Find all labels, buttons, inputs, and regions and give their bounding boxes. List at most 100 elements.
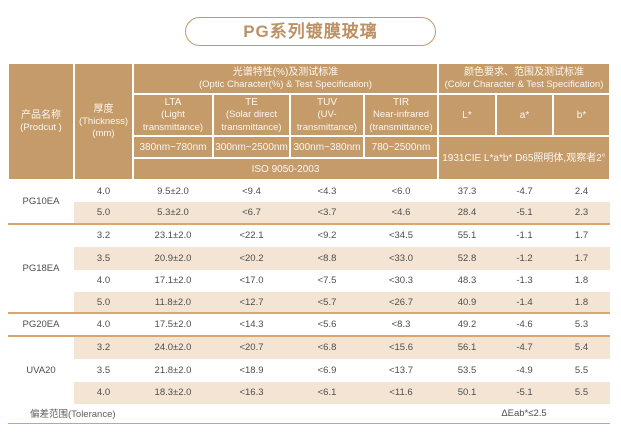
cell-tuv: <9.2 <box>290 224 364 248</box>
product-name-pg18ea: PG18EA <box>8 224 74 315</box>
group-header-optic: 光谱特性(%)及测试标准 (Optic Character(%) & Test … <box>133 63 438 94</box>
cell-bstar: 2.3 <box>553 202 610 225</box>
range-tir: 780~2500nm <box>364 136 438 158</box>
cell-lstar: 56.1 <box>438 336 496 360</box>
cell-tuv: <3.7 <box>290 202 364 225</box>
cell-thickness: 4.0 <box>74 180 133 203</box>
group-header-optic-zh: 光谱特性(%)及测试标准 <box>232 66 339 78</box>
col-header-bstar: b* <box>553 94 610 136</box>
cell-astar: -1.2 <box>496 247 553 270</box>
tolerance-label: 偏差范围(Tolerance) <box>8 404 438 424</box>
product-name-pg10ea: PG10EA <box>8 180 74 225</box>
range-lta: 380nm~780nm <box>133 136 213 158</box>
col-header-lstar-label: L* <box>462 109 472 121</box>
cell-bstar: 2.4 <box>553 180 610 203</box>
cell-astar: -1.1 <box>496 224 553 248</box>
cell-tir: <15.6 <box>364 336 438 360</box>
spec-table: 产品名称 (Prodcut ) 厚度 (Thickness) (mm) 光谱特性… <box>8 63 610 424</box>
col-header-lta-name: LTA <box>164 97 182 109</box>
cell-bstar: 5.5 <box>553 381 610 404</box>
cell-lta: 5.3±2.0 <box>133 202 213 225</box>
cell-thickness: 5.0 <box>74 291 133 315</box>
cell-bstar: 1.8 <box>553 269 610 292</box>
cell-tir: <11.6 <box>364 381 438 404</box>
col-header-thickness-en: (Thickness) <box>78 115 129 127</box>
cell-bstar: 1.7 <box>553 247 610 270</box>
cell-tir: <26.7 <box>364 291 438 315</box>
col-header-product: 产品名称 (Prodcut ) <box>8 63 74 180</box>
cell-thickness: 4.0 <box>74 381 133 404</box>
cell-te: <20.2 <box>213 247 290 270</box>
cell-astar: -4.7 <box>496 336 553 360</box>
cell-thickness: 5.0 <box>74 202 133 225</box>
cell-tuv: <4.3 <box>290 180 364 203</box>
color-standard: 1931CIE L*a*b* D65照明体,观察者2° <box>438 136 610 180</box>
cell-astar: -1.3 <box>496 269 553 292</box>
cell-bstar: 5.3 <box>553 314 610 337</box>
cell-thickness: 3.2 <box>74 224 133 248</box>
col-header-tuv-desc: (UV-transmittance) <box>296 109 358 133</box>
col-header-tir: TIR Near-infrared (transmittance) <box>364 94 438 136</box>
cell-astar: -1.4 <box>496 291 553 315</box>
col-header-astar-label: a* <box>519 109 530 121</box>
cell-thickness: 4.0 <box>74 269 133 292</box>
cell-lstar: 53.5 <box>438 359 496 382</box>
cell-te: <6.7 <box>213 202 290 225</box>
cell-lta: 24.0±2.0 <box>133 336 213 360</box>
group-header-color: 颜色要求、范围及测试标准 (Color Character & Test Spe… <box>438 63 610 94</box>
col-header-tir-desc: Near-infrared (transmittance) <box>369 109 433 133</box>
cell-thickness: 4.0 <box>74 314 133 337</box>
cell-bstar: 5.5 <box>553 359 610 382</box>
group-header-optic-en: (Optic Character(%) & Test Specification… <box>199 78 372 90</box>
col-header-astar: a* <box>496 94 553 136</box>
cell-tir: <33.0 <box>364 247 438 270</box>
cell-te: <20.7 <box>213 336 290 360</box>
cell-tuv: <6.8 <box>290 336 364 360</box>
col-header-tir-name: TIR <box>392 97 410 109</box>
cell-te: <12.7 <box>213 291 290 315</box>
tolerance-value: ΔEab*≤2.5 <box>438 404 610 424</box>
page-title: PG系列镀膜玻璃 <box>185 17 436 46</box>
cell-te: <14.3 <box>213 314 290 337</box>
col-header-thickness-zh: 厚度 <box>93 103 114 115</box>
cell-lstar: 40.9 <box>438 291 496 315</box>
cell-lstar: 37.3 <box>438 180 496 203</box>
cell-lta: 20.9±2.0 <box>133 247 213 270</box>
cell-tuv: <8.8 <box>290 247 364 270</box>
title-row: PG系列镀膜玻璃 <box>0 17 621 46</box>
col-header-tuv: TUV (UV-transmittance) <box>290 94 364 136</box>
cell-lta: 11.8±2.0 <box>133 291 213 315</box>
col-header-thickness: 厚度 (Thickness) (mm) <box>74 63 133 180</box>
col-header-bstar-label: b* <box>576 109 587 121</box>
cell-tir: <6.0 <box>364 180 438 203</box>
col-header-te-name: TE <box>245 97 258 109</box>
cell-tuv: <6.1 <box>290 381 364 404</box>
cell-bstar: 1.7 <box>553 224 610 248</box>
product-name-uva20: UVA20 <box>8 336 74 404</box>
col-header-product-zh: 产品名称 <box>21 109 61 121</box>
product-name-pg20ea: PG20EA <box>8 314 74 337</box>
cell-lstar: 28.4 <box>438 202 496 225</box>
cell-tir: <30.3 <box>364 269 438 292</box>
group-header-color-zh: 颜色要求、范围及测试标准 <box>464 66 584 78</box>
cell-lstar: 49.2 <box>438 314 496 337</box>
cell-lta: 17.1±2.0 <box>133 269 213 292</box>
cell-te: <9.4 <box>213 180 290 203</box>
cell-lta: 18.3±2.0 <box>133 381 213 404</box>
cell-bstar: 5.4 <box>553 336 610 360</box>
cell-astar: -4.9 <box>496 359 553 382</box>
cell-lstar: 48.3 <box>438 269 496 292</box>
col-header-te-desc: (Solar direct transmittance) <box>221 109 282 133</box>
col-header-te: TE (Solar direct transmittance) <box>213 94 290 136</box>
group-header-color-en: (Color Character & Test Specification) <box>444 78 604 90</box>
col-header-lstar: L* <box>438 94 496 136</box>
cell-lstar: 55.1 <box>438 224 496 248</box>
col-header-tuv-name: TUV <box>317 97 337 109</box>
cell-lta: 9.5±2.0 <box>133 180 213 203</box>
cell-tuv: <5.7 <box>290 291 364 315</box>
cell-thickness: 3.5 <box>74 247 133 270</box>
cell-astar: -4.6 <box>496 314 553 337</box>
cell-astar: -5.1 <box>496 202 553 225</box>
range-te: 300nm~2500nm <box>213 136 290 158</box>
